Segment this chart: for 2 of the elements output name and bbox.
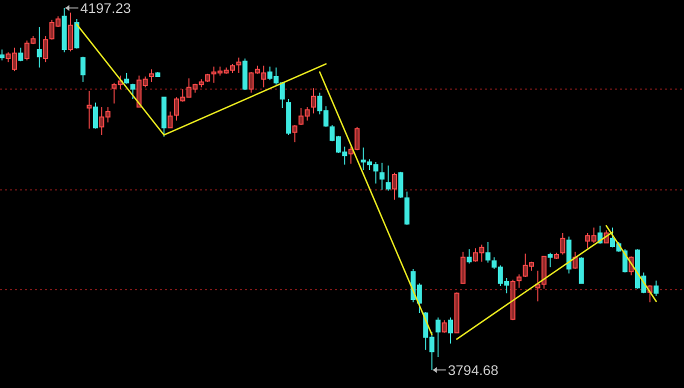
- annotation: 3794.68: [448, 362, 499, 378]
- annotation: 4197.23: [80, 0, 132, 16]
